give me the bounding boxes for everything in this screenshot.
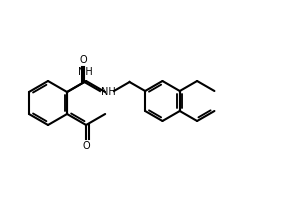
Text: NH: NH (101, 87, 116, 97)
Text: NH: NH (78, 67, 92, 77)
Text: O: O (80, 55, 87, 65)
Text: O: O (82, 141, 90, 151)
